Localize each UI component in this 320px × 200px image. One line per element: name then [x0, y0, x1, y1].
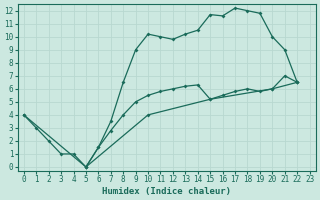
X-axis label: Humidex (Indice chaleur): Humidex (Indice chaleur)	[102, 187, 231, 196]
